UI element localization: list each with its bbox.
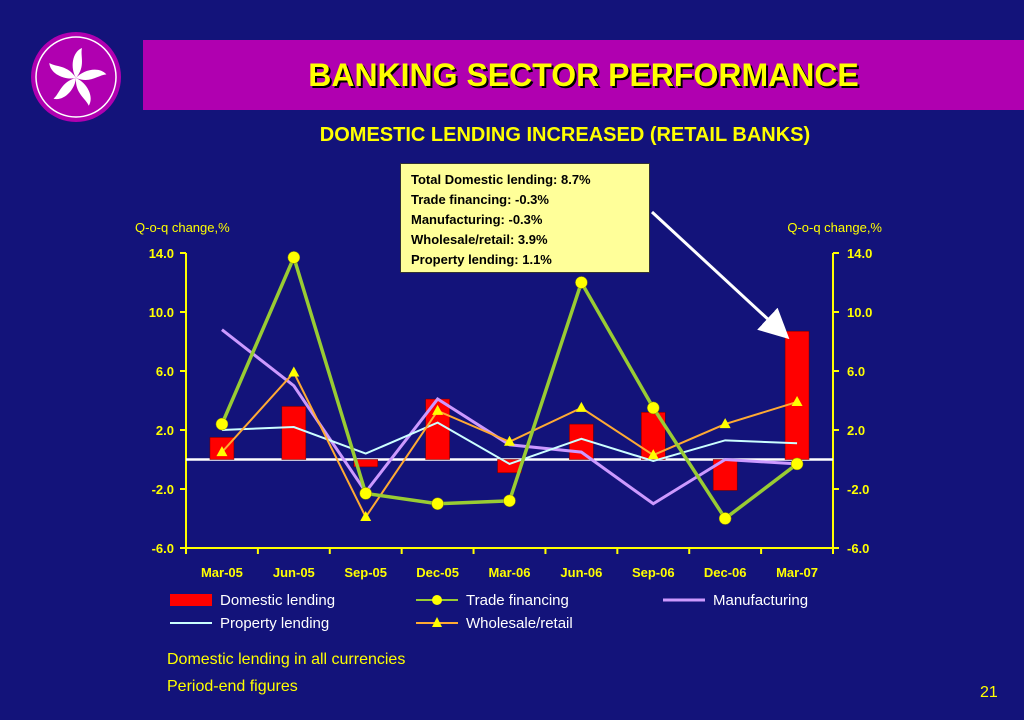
point-wholesale-retail	[575, 401, 587, 412]
chart-axes: 14.0 14.0 10.0 10.0 6.0 6.0 2.0 2.0 -2.0 -2.0 -6.0…	[149, 246, 873, 580]
point-wholesale-retail	[288, 366, 300, 377]
page-number: 21	[980, 684, 998, 701]
footnote-period: Period-end figures	[167, 678, 298, 695]
x-tick-label: Mar-05	[201, 565, 243, 580]
point-wholesale-retail	[719, 418, 731, 429]
right-axis-label: Q-o-q change,%	[787, 220, 882, 235]
point-trade-financing	[647, 401, 660, 415]
annotation-line: Property lending: 1.1%	[411, 252, 552, 267]
chart-legend: Domestic lending Trade financing Manufactu…	[170, 592, 808, 632]
bauhinia-logo	[31, 32, 121, 122]
bar-domestic-lending	[784, 330, 810, 460]
bar-domestic-lending	[281, 406, 307, 460]
y-tick-label-right: 2.0	[847, 423, 865, 438]
annotation-line: Trade financing: -0.3%	[411, 192, 549, 207]
y-tick-label-right: 10.0	[847, 305, 872, 320]
annotation-line: Manufacturing: -0.3%	[411, 212, 543, 227]
legend-marker-circle	[432, 595, 442, 605]
legend-label: Property lending	[220, 615, 329, 632]
y-tick-label-left: 10.0	[149, 305, 174, 320]
point-wholesale-retail	[360, 511, 372, 522]
point-trade-financing	[359, 487, 372, 500]
point-wholesale-retail	[791, 395, 803, 406]
point-trade-financing	[718, 512, 732, 525]
point-trade-financing	[287, 251, 301, 264]
x-tick-label: Dec-06	[704, 565, 747, 580]
footnote-currency: Domestic lending in all currencies	[167, 651, 406, 668]
y-tick-label-right: 14.0	[847, 246, 872, 261]
point-trade-financing	[215, 417, 229, 431]
y-tick-label-left: -6.0	[152, 541, 174, 556]
legend-label: Domestic lending	[220, 592, 335, 609]
point-trade-financing	[503, 494, 516, 508]
y-tick-label-right: -2.0	[847, 482, 869, 497]
x-tick-label: Dec-05	[416, 565, 459, 580]
y-tick-label-right: -6.0	[847, 541, 869, 556]
y-tick-label-right: 6.0	[847, 364, 865, 379]
x-tick-label: Jun-05	[273, 565, 315, 580]
left-axis-label: Q-o-q change,%	[135, 220, 230, 235]
y-tick-label-left: -2.0	[152, 482, 174, 497]
line-property-lending	[221, 421, 798, 466]
x-tick-label: Mar-07	[776, 565, 818, 580]
point-trade-financing	[431, 497, 444, 510]
annotation-line: Wholesale/retail: 3.9%	[411, 232, 548, 247]
legend-label: Trade financing	[466, 592, 569, 609]
title-bar	[143, 40, 1024, 110]
point-wholesale-retail	[647, 449, 659, 460]
legend-marker-triangle	[432, 617, 442, 627]
legend-label: Wholesale/retail	[466, 615, 573, 632]
y-tick-label-left: 14.0	[149, 246, 174, 261]
point-wholesale-retail	[216, 446, 228, 457]
chart-subtitle: DOMESTIC LENDING INCREASED (RETAIL BANKS…	[319, 124, 811, 146]
point-wholesale-retail	[432, 404, 444, 415]
line-series	[215, 251, 804, 525]
point-trade-financing	[575, 276, 588, 289]
legend-swatch-bar	[170, 594, 212, 606]
x-tick-label: Jun-06	[560, 565, 602, 580]
y-tick-label-left: 6.0	[156, 364, 174, 379]
y-tick-label-left: 2.0	[156, 423, 174, 438]
point-wholesale-retail	[504, 435, 515, 446]
page-title: BANKING SECTOR PERFORMANCE	[308, 57, 859, 93]
legend-label: Manufacturing	[713, 592, 808, 609]
x-tick-label: Sep-06	[632, 565, 675, 580]
annotation-line: Total Domestic lending: 8.7%	[411, 172, 591, 187]
annotation-box: Total Domestic lending: 8.7% Trade finan…	[400, 163, 650, 273]
x-tick-label: Sep-05	[344, 565, 387, 580]
x-tick-label: Mar-06	[489, 565, 531, 580]
bar-domestic-lending	[353, 459, 378, 468]
point-trade-financing	[790, 457, 804, 471]
